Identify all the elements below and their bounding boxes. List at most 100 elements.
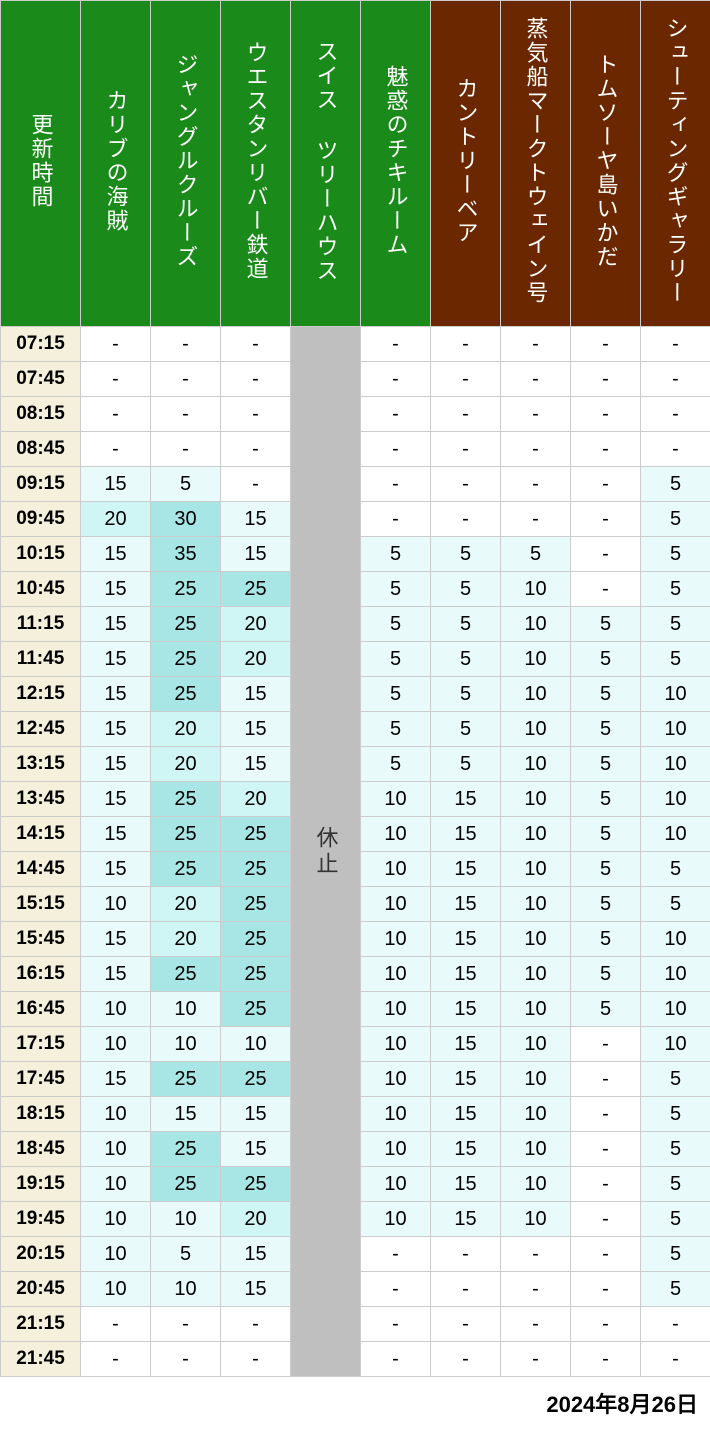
wait-time-cell: 5 [641,502,710,537]
header-label: ジャングルクルーズ [170,11,202,311]
wait-time-cell: 10 [501,572,571,607]
wait-time-cell: - [501,467,571,502]
time-cell: 07:15 [1,327,81,362]
wait-time-cell: - [501,362,571,397]
wait-time-cell: - [571,1132,641,1167]
wait-time-table-container: 更新時間カリブの海賊ジャングルクルーズウエスタンリバー鉄道スイス ツリーハウス魅… [0,0,710,1377]
wait-time-cell: 5 [571,642,641,677]
wait-time-cell: - [81,432,151,467]
wait-time-cell: 20 [151,747,221,782]
wait-time-cell: - [151,1342,221,1377]
wait-time-cell: - [641,1342,710,1377]
wait-time-cell: - [501,432,571,467]
wait-time-cell: 10 [81,992,151,1027]
wait-time-cell: 5 [641,1097,710,1132]
wait-time-cell: - [431,1272,501,1307]
wait-time-cell: - [221,1307,291,1342]
wait-time-cell: 25 [151,1062,221,1097]
wait-time-cell: 5 [641,852,710,887]
wait-time-cell: 10 [501,922,571,957]
wait-time-cell: 10 [151,1202,221,1237]
wait-time-cell: - [431,327,501,362]
wait-time-cell: 10 [81,1027,151,1062]
wait-time-cell: - [571,502,641,537]
wait-time-cell: 10 [641,992,710,1027]
wait-time-cell: - [221,397,291,432]
attraction-header: シューティングギャラリー [641,1,710,327]
wait-time-cell: 15 [221,712,291,747]
wait-time-cell: 5 [431,537,501,572]
wait-time-cell: 10 [361,1132,431,1167]
wait-time-cell: 10 [361,922,431,957]
wait-time-cell: 15 [431,782,501,817]
wait-time-cell: 15 [81,1062,151,1097]
wait-time-cell: 10 [361,957,431,992]
time-cell: 11:15 [1,607,81,642]
wait-time-cell: 15 [431,1132,501,1167]
wait-time-cell: - [641,327,710,362]
time-cell: 16:45 [1,992,81,1027]
wait-time-cell: - [571,362,641,397]
wait-time-cell: 15 [431,852,501,887]
wait-time-cell: 10 [501,887,571,922]
wait-time-cell: 10 [501,1202,571,1237]
wait-time-cell: 15 [81,537,151,572]
wait-time-cell: 10 [501,992,571,1027]
time-cell: 19:15 [1,1167,81,1202]
wait-time-cell: 10 [81,887,151,922]
wait-time-cell: 10 [641,957,710,992]
wait-time-cell: 15 [151,1097,221,1132]
wait-time-cell: - [361,362,431,397]
wait-time-cell: 15 [431,1167,501,1202]
wait-time-cell: 5 [641,1062,710,1097]
time-cell: 14:45 [1,852,81,887]
wait-time-cell: 10 [501,817,571,852]
time-cell: 09:15 [1,467,81,502]
wait-time-cell: 15 [81,642,151,677]
header-label: 魅惑のチキルーム [380,11,412,311]
wait-time-cell: 10 [501,607,571,642]
wait-time-cell: 10 [151,992,221,1027]
wait-time-cell: 15 [431,1062,501,1097]
wait-time-cell: 10 [501,1027,571,1062]
table-header: 更新時間カリブの海賊ジャングルクルーズウエスタンリバー鉄道スイス ツリーハウス魅… [1,1,710,327]
wait-time-cell: 5 [641,1132,710,1167]
attraction-header: スイス ツリーハウス [291,1,361,327]
wait-time-cell: 10 [501,852,571,887]
time-cell: 19:45 [1,1202,81,1237]
wait-time-cell: 15 [81,467,151,502]
time-column-header: 更新時間 [1,1,81,327]
wait-time-cell: - [221,362,291,397]
wait-time-cell: 25 [221,922,291,957]
wait-time-cell: 5 [431,572,501,607]
wait-time-cell: 25 [221,852,291,887]
wait-time-cell: 10 [361,1062,431,1097]
wait-time-cell: 20 [221,607,291,642]
wait-time-cell: - [571,1237,641,1272]
wait-time-cell: - [571,397,641,432]
wait-time-cell: 15 [221,1272,291,1307]
wait-time-cell: 5 [571,782,641,817]
wait-time-cell: - [501,1342,571,1377]
wait-time-cell: - [431,1342,501,1377]
wait-time-cell: 5 [431,712,501,747]
wait-time-cell: 10 [641,747,710,782]
wait-time-cell: 20 [221,642,291,677]
wait-time-cell: 5 [431,642,501,677]
wait-time-cell: - [81,397,151,432]
wait-time-cell: 10 [501,1132,571,1167]
header-label: トムソーヤ島いかだ [590,11,622,311]
wait-time-cell: 10 [501,712,571,747]
attraction-header: カントリーベア [431,1,501,327]
wait-time-cell: 10 [361,1202,431,1237]
wait-time-cell: 15 [431,887,501,922]
wait-time-cell: 5 [571,922,641,957]
wait-time-cell: 10 [501,677,571,712]
wait-time-cell: 5 [641,1272,710,1307]
wait-time-cell: - [501,502,571,537]
wait-time-cell: 10 [501,1097,571,1132]
closed-cell: 休止 [291,327,361,1377]
wait-time-cell: 25 [221,817,291,852]
wait-time-cell: - [431,432,501,467]
wait-time-cell: 5 [151,1237,221,1272]
